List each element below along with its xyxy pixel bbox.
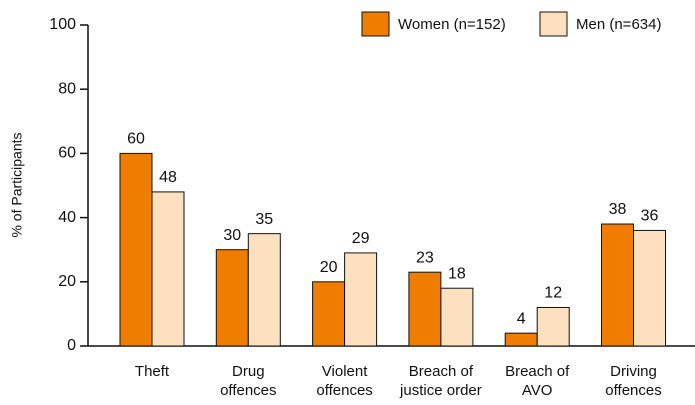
value-label: 20 xyxy=(320,259,338,276)
x-tick-label-line: offences xyxy=(316,382,372,399)
x-tick-label-line: Theft xyxy=(135,363,170,380)
value-label: 48 xyxy=(159,169,177,186)
value-label: 36 xyxy=(641,208,659,225)
value-label: 12 xyxy=(544,285,562,302)
x-tick-label: Drug offences xyxy=(220,363,276,399)
bar xyxy=(633,229,666,347)
bar xyxy=(536,306,570,347)
bar xyxy=(344,252,378,347)
x-tick-label-line: offences xyxy=(220,382,276,399)
x-tick-label-line: Violent xyxy=(322,363,368,380)
x-tick-label: Breach of justice order xyxy=(399,363,482,399)
value-label: 18 xyxy=(448,265,466,282)
bar xyxy=(151,191,185,347)
x-tick-label-line: justice order xyxy=(399,382,482,399)
bar xyxy=(408,271,442,347)
legend-swatch xyxy=(539,11,568,37)
value-label: 23 xyxy=(416,249,434,266)
y-tick-label: 60 xyxy=(58,145,76,162)
value-label: 29 xyxy=(352,230,370,247)
bar xyxy=(601,223,634,347)
x-tick-label-line: offences xyxy=(605,382,661,399)
bar xyxy=(312,281,346,347)
legend-swatch xyxy=(361,11,390,37)
value-label: 35 xyxy=(255,211,273,228)
value-label: 60 xyxy=(127,131,145,148)
x-tick-label-line: Breach of xyxy=(505,363,570,380)
y-tick-label: 20 xyxy=(58,273,76,290)
value-label: 38 xyxy=(609,201,627,218)
x-tick-label: Theft xyxy=(135,363,170,380)
x-tick-label: Breach of AVO xyxy=(505,363,570,399)
y-tick-label: 80 xyxy=(58,80,76,97)
x-tick-label-line: Breach of xyxy=(409,363,474,380)
x-tick-label-line: Drug xyxy=(232,363,265,380)
legend-label: Men (n=634) xyxy=(576,16,661,33)
bar xyxy=(119,152,153,347)
x-tick-label: Violent offences xyxy=(316,363,372,399)
value-label: 4 xyxy=(517,310,526,327)
x-tick-label-line: Driving xyxy=(610,363,657,380)
y-tick-label: 40 xyxy=(58,209,76,226)
bar xyxy=(504,332,538,347)
y-tick-label: 0 xyxy=(67,337,76,354)
y-axis-label: % of Participants xyxy=(9,132,25,237)
x-tick-label: Driving offences xyxy=(605,363,661,399)
bar xyxy=(440,287,474,347)
y-tick-label: 100 xyxy=(49,16,76,33)
bar xyxy=(215,249,249,347)
x-tick-label-line: AVO xyxy=(522,382,553,399)
value-label: 30 xyxy=(223,227,241,244)
legend-label: Women (n=152) xyxy=(398,16,506,33)
bar xyxy=(247,233,281,347)
